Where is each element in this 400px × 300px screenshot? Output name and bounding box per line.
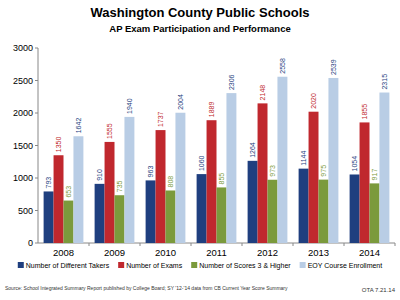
legend-label: Number of Different Takers [26, 262, 110, 269]
legend-swatch [18, 262, 24, 268]
bar [124, 117, 134, 243]
bar [370, 183, 380, 243]
x-tick-label: 2009 [104, 247, 125, 258]
data-label: 1737 [157, 111, 164, 127]
x-tick-label: 2014 [359, 247, 380, 258]
x-tick-label: 2010 [155, 247, 176, 258]
x-tick-label: 2011 [206, 247, 226, 258]
bar [175, 113, 185, 243]
data-label: 2558 [279, 58, 286, 74]
data-label: 975 [320, 165, 327, 177]
data-label: 1264 [249, 142, 256, 158]
legend-label: EOY Course Enrollment [308, 262, 383, 269]
data-label: 808 [167, 176, 174, 188]
legend-swatch [300, 262, 306, 268]
bar [226, 93, 236, 243]
subtitle: AP Exam Participation and Performance [109, 23, 290, 34]
y-tick-label: 500 [18, 206, 33, 216]
title: Washington County Public Schools [90, 5, 309, 20]
x-tick [89, 243, 90, 246]
data-label: 1555 [106, 123, 113, 139]
x-tick [191, 243, 192, 246]
bar [197, 174, 207, 243]
bar [319, 180, 329, 243]
y-tick-label: 1000 [13, 173, 33, 183]
data-label: 653 [65, 186, 72, 198]
chart: Washington County Public Schools AP Exam … [0, 0, 400, 300]
bar [64, 201, 74, 243]
data-label: 910 [96, 169, 103, 181]
data-label: 1144 [300, 150, 307, 165]
data-label: 973 [269, 165, 276, 177]
bar [146, 180, 156, 243]
data-label: 1642 [75, 118, 82, 134]
data-label: 2539 [330, 59, 337, 75]
data-label: 735 [116, 180, 123, 192]
data-label: 1350 [55, 137, 62, 153]
y-tick-label: 1500 [13, 141, 33, 151]
bar [54, 155, 64, 243]
data-label: 917 [371, 169, 378, 181]
data-label: 2148 [259, 85, 266, 101]
stamp-note: OTA 7.21.14 [362, 287, 396, 293]
bar [360, 122, 370, 243]
x-tick [140, 243, 141, 246]
legend-swatch [191, 262, 197, 268]
bar [258, 103, 268, 243]
data-label: 2004 [177, 94, 184, 110]
legend: Number of Different Takers Number of Exam… [18, 262, 382, 270]
bar [309, 112, 319, 243]
bar [207, 120, 217, 243]
bar [268, 180, 278, 243]
bar [379, 93, 389, 243]
data-label: 2306 [228, 74, 235, 90]
x-tick-label: 2012 [257, 247, 278, 258]
bar [328, 78, 338, 243]
bar [277, 77, 287, 243]
legend-swatch [118, 262, 124, 268]
data-labels: 793 1350 653 1642 910 1555 735 1940 963 1737 808 20… [45, 58, 388, 198]
y-tick-label: 0 [28, 238, 33, 248]
data-label: 1940 [126, 98, 133, 114]
data-label: 1889 [208, 102, 215, 118]
bar [299, 169, 309, 243]
bar [156, 130, 166, 243]
legend-label: Number of Exams [126, 262, 183, 269]
x-tick [293, 243, 294, 246]
x-tick-label: 2008 [53, 247, 74, 258]
y-tick-label: 2000 [13, 108, 33, 118]
bar [217, 187, 227, 243]
y-tick-label: 3000 [13, 43, 33, 53]
data-label: 963 [147, 166, 154, 178]
bar [248, 161, 258, 243]
data-label: 2315 [381, 74, 388, 90]
x-tick [242, 243, 243, 246]
data-label: 793 [45, 177, 52, 189]
bar [115, 195, 125, 243]
bar [105, 142, 115, 243]
bar [73, 136, 83, 243]
data-label: 2020 [310, 93, 317, 109]
bar [350, 174, 360, 243]
data-label: 1054 [351, 156, 358, 172]
bar [44, 191, 54, 243]
x-tick-label: 2013 [308, 247, 329, 258]
y-axis [38, 48, 39, 243]
data-label: 1060 [198, 155, 205, 171]
x-tick [395, 243, 396, 246]
data-label: 855 [218, 173, 225, 185]
bar [166, 190, 176, 243]
bars [44, 77, 390, 243]
bar [95, 184, 105, 243]
source-note: Source: School Integrated Summary Report… [5, 285, 288, 291]
y-tick-label: 2500 [13, 76, 33, 86]
data-label: 1855 [361, 104, 368, 120]
legend-label: Number of Scores 3 & Higher [199, 262, 291, 270]
x-tick [344, 243, 345, 246]
